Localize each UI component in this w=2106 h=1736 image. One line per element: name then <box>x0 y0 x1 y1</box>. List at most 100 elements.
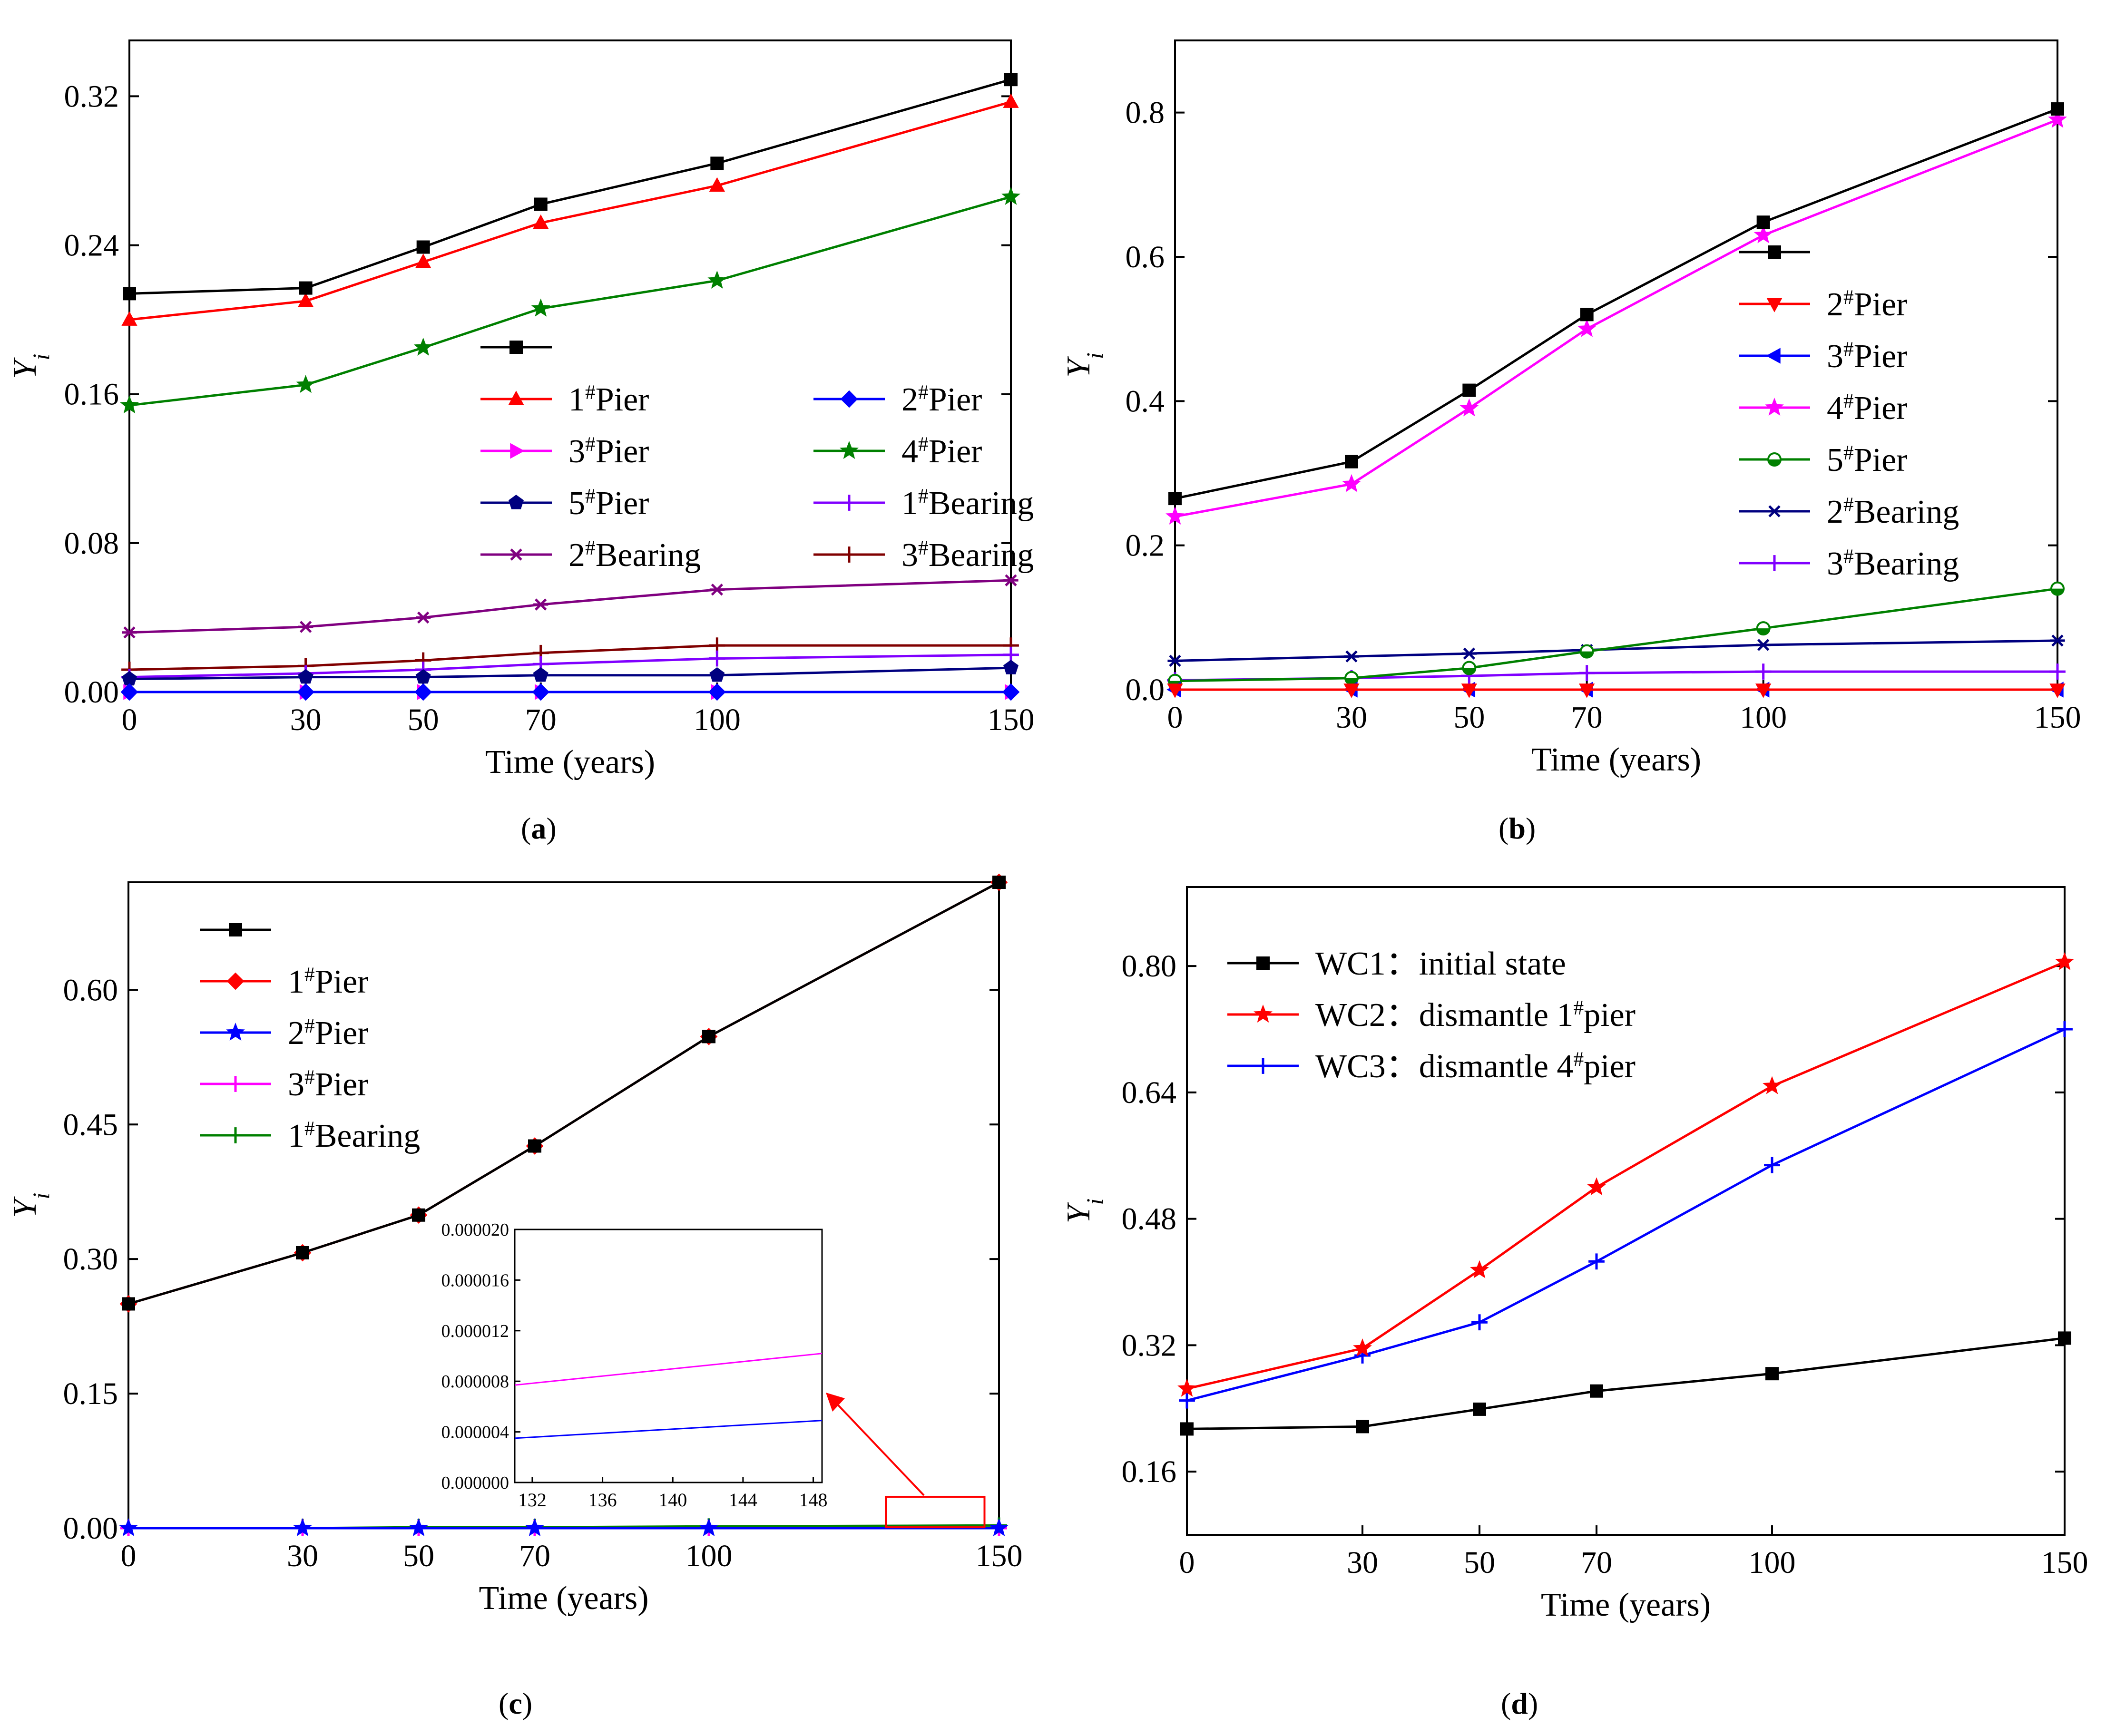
x-tick-label: 0 <box>1167 700 1183 735</box>
data-point <box>532 683 550 701</box>
data-point <box>122 1297 135 1311</box>
series-line <box>129 78 1011 295</box>
x-axis-label: Time (years) <box>1541 1587 1711 1623</box>
x-tick-label: 50 <box>408 702 439 737</box>
data-point <box>1587 1177 1606 1196</box>
data-point <box>533 667 549 682</box>
data-point <box>1166 507 1185 525</box>
data-point <box>528 1139 541 1153</box>
data-point <box>531 298 550 317</box>
data-point <box>2057 1021 2073 1037</box>
series-line <box>128 881 1000 1305</box>
inset-x-tick-label: 140 <box>658 1489 687 1511</box>
data-point <box>533 598 549 611</box>
y-axis-label: Yi <box>1060 1199 1108 1224</box>
data-point <box>2049 683 2066 698</box>
y-tick-label: 0.6 <box>1126 240 1165 274</box>
x-tick-label: 150 <box>976 1539 1023 1573</box>
data-point <box>1002 683 1020 701</box>
legend-label: 4#Pier <box>1827 390 1907 427</box>
inset-x-tick-label: 136 <box>588 1489 617 1511</box>
inset-series-line <box>514 1420 823 1439</box>
inset-y-tick-label: 0.000004 <box>441 1423 509 1443</box>
y-tick-label: 0.4 <box>1126 384 1165 419</box>
plot-frame <box>1174 39 2058 691</box>
legend-marker <box>1768 245 1781 259</box>
data-point <box>1580 308 1594 322</box>
data-point <box>1578 665 1595 682</box>
data-point <box>709 177 725 192</box>
data-point <box>119 1518 138 1536</box>
inset-frame <box>514 1229 823 1483</box>
x-tick-label: 70 <box>1581 1545 1612 1580</box>
zoom-region-box <box>885 1495 986 1529</box>
inset-x-tick-label: 132 <box>518 1489 547 1511</box>
y-tick-label: 0.45 <box>63 1107 118 1142</box>
legend: 1#Pier 2#Pier 3#Pier 4#Pier 5#Pier 1#Bearing 2… <box>480 341 1034 574</box>
legend-entry: 1#Bearing <box>200 1117 420 1154</box>
legend-label: WC1：initial state <box>1315 946 1566 982</box>
legend-label: WC2：dismantle 1#pier <box>1315 996 1636 1034</box>
legend-entry: 4#Pier <box>1739 390 1907 427</box>
panel-label-a: (a) <box>521 811 557 845</box>
legend-marker <box>508 390 524 405</box>
series-4-pier <box>120 186 1020 414</box>
data-point <box>989 1518 1009 1536</box>
legend-marker <box>841 546 857 563</box>
y-axis-label: Yi <box>7 1193 54 1218</box>
series-wc2-dismantle-1-pier <box>1177 952 2074 1397</box>
data-point <box>525 1518 544 1536</box>
data-point <box>415 254 431 268</box>
legend-marker <box>226 1023 245 1041</box>
data-point <box>1167 683 1183 698</box>
y-tick-label: 0.32 <box>1122 1328 1177 1363</box>
series-line <box>1186 961 2065 1390</box>
series-2-pier <box>120 683 1020 701</box>
data-point <box>296 375 315 393</box>
legend-entry: 2#Bearing <box>480 536 701 574</box>
data-point <box>1461 683 1477 698</box>
legend-marker <box>509 548 524 561</box>
data-point <box>1342 474 1361 492</box>
series-system <box>123 73 1018 301</box>
data-point <box>1765 1367 1779 1381</box>
x-tick-label: 70 <box>1571 700 1603 735</box>
y-tick-label: 0.64 <box>1122 1075 1177 1110</box>
inset-y-tick-label: 0.000016 <box>441 1270 509 1290</box>
x-axis-label: Time (years) <box>1531 741 1701 778</box>
data-point <box>416 240 430 254</box>
data-point <box>1177 1378 1196 1397</box>
x-tick-label: 0 <box>122 702 137 737</box>
y-tick-label: 0.24 <box>64 228 119 263</box>
data-point <box>416 611 431 624</box>
legend-entry <box>480 341 552 354</box>
data-point <box>709 584 725 596</box>
series-wc1-initial-state <box>1180 1331 2071 1436</box>
y-tick-label: 0.30 <box>63 1242 118 1277</box>
inset-y-tick-label: 0.000000 <box>441 1473 509 1493</box>
data-point <box>413 337 433 356</box>
legend-entry: 3#Pier <box>1739 338 1907 375</box>
inset-y-tick-label: 0.000012 <box>441 1321 509 1341</box>
legend-marker <box>841 495 857 511</box>
data-point <box>1460 398 1479 417</box>
x-tick-label: 100 <box>686 1539 733 1573</box>
chart-panel-d: 0 30 50 70 100 150 0.16 0.32 0.48 0.64 0.80 Time (y… <box>1060 886 2088 1623</box>
data-point <box>2049 663 2066 680</box>
x-tick-label: 70 <box>519 1539 550 1573</box>
legend-entry: 3#Pier <box>480 433 649 470</box>
data-point <box>1180 1422 1194 1436</box>
data-point <box>414 683 432 701</box>
legend-label: 3#Bearing <box>901 536 1034 574</box>
legend-label: 2#Pier <box>288 1014 368 1052</box>
data-point <box>1579 644 1594 659</box>
legend-entry <box>1739 245 1810 259</box>
zoom-arrow-head <box>826 1393 845 1412</box>
legend-entry: 1#Bearing <box>813 485 1034 522</box>
legend-marker <box>227 1127 244 1143</box>
inset-y-tick-label: 0.000020 <box>441 1220 509 1240</box>
x-tick-label: 0 <box>121 1539 137 1573</box>
legend-label: 2#Bearing <box>568 536 701 574</box>
inset-y-tick-label: 0.000008 <box>441 1372 509 1392</box>
legend-entry: 5#Pier <box>480 485 649 522</box>
